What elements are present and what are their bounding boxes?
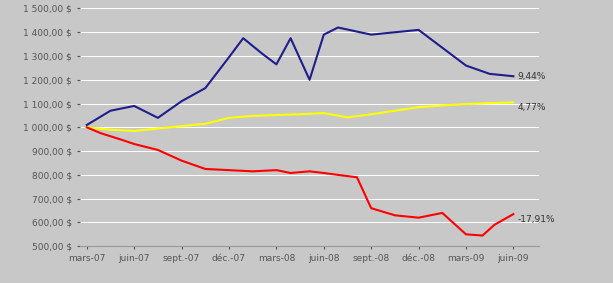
- Text: -17,91%: -17,91%: [517, 215, 555, 224]
- Text: 9,44%: 9,44%: [517, 72, 546, 81]
- Text: 4,77%: 4,77%: [517, 103, 546, 112]
